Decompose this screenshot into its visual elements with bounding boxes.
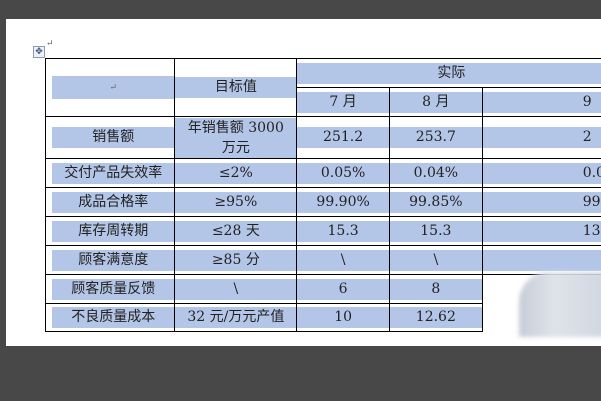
row-m7: 10 — [296, 303, 390, 332]
row-m8: 0.04% — [388, 158, 483, 188]
month-9: 9 — [481, 87, 601, 117]
header-target: 目标值 — [174, 58, 298, 117]
row-target: ≤2% — [174, 158, 298, 188]
header-empty-cell: ↵ — [44, 58, 176, 117]
row-m8: 12.62 — [388, 303, 483, 332]
row-m7: 6 — [296, 274, 390, 304]
paragraph-mark-icon: ↵ — [46, 39, 54, 49]
table-row: 顾客质量反馈 \ 6 8 — [44, 274, 601, 304]
row-label: 交付产品失效率 — [44, 158, 176, 188]
table-row: 顾客满意度 ≥85 分 \ \ — [44, 245, 601, 275]
row-m8: 15.3 — [388, 216, 483, 246]
row-target: 32 元/万元产值 — [174, 303, 298, 332]
month-8: 8 月 — [388, 87, 483, 117]
header-row: ↵ 目标值 实际 — [44, 58, 601, 117]
row-m8: 99.85% — [388, 187, 483, 217]
header-actual: 实际 — [296, 58, 601, 88]
row-m9: 99. — [481, 187, 601, 217]
row-m7: \ — [296, 245, 390, 275]
row-label: 库存周转期 — [44, 216, 176, 246]
table-move-handle-icon[interactable]: ✥ — [33, 46, 45, 58]
row-m7: 15.3 — [296, 216, 390, 246]
row-label: 顾客满意度 — [44, 245, 176, 275]
row-m8: \ — [388, 245, 483, 275]
row-target: 年销售额 3000 万元 — [174, 116, 298, 159]
row-target: \ — [174, 274, 298, 304]
row-m8: 253.7 — [388, 116, 483, 159]
row-target: ≥85 分 — [174, 245, 298, 275]
row-label: 不良质量成本 — [44, 303, 176, 332]
blurred-region — [519, 272, 601, 337]
row-m9: 2 — [481, 116, 601, 159]
row-label: 成品合格率 — [44, 187, 176, 217]
month-row: 7 月 8 月 9 — [46, 87, 601, 117]
row-m9 — [481, 245, 601, 275]
row-label: 销售额 — [44, 116, 176, 159]
row-m7: 99.90% — [296, 187, 390, 217]
row-target: ≥95% — [174, 187, 298, 217]
kpi-table: ↵ 目标值 实际 7 月 8 月 9 销售额 年销售额 3000 万元 251.… — [44, 58, 601, 332]
row-m9: 13 — [481, 216, 601, 246]
row-m7: 251.2 — [296, 116, 390, 159]
month-7: 7 月 — [296, 87, 390, 117]
row-m7: 0.05% — [296, 158, 390, 188]
table-row: 成品合格率 ≥95% 99.90% 99.85% 99. — [44, 187, 601, 217]
row-m9: 0.0 — [481, 158, 601, 188]
row-label: 顾客质量反馈 — [44, 274, 176, 304]
table-row: 库存周转期 ≤28 天 15.3 15.3 13 — [44, 216, 601, 246]
table-row: 交付产品失效率 ≤2% 0.05% 0.04% 0.0 — [44, 158, 601, 188]
document-page: ✥ ↵ ↵ 目标值 实际 7 月 8 月 9 销售额 年销售额 3000 万元 … — [6, 19, 601, 346]
row-target: ≤28 天 — [174, 216, 298, 246]
row-m8: 8 — [388, 274, 483, 304]
table-row: 销售额 年销售额 3000 万元 251.2 253.7 2 — [44, 116, 601, 159]
table-row: 不良质量成本 32 元/万元产值 10 12.62 — [44, 303, 601, 332]
